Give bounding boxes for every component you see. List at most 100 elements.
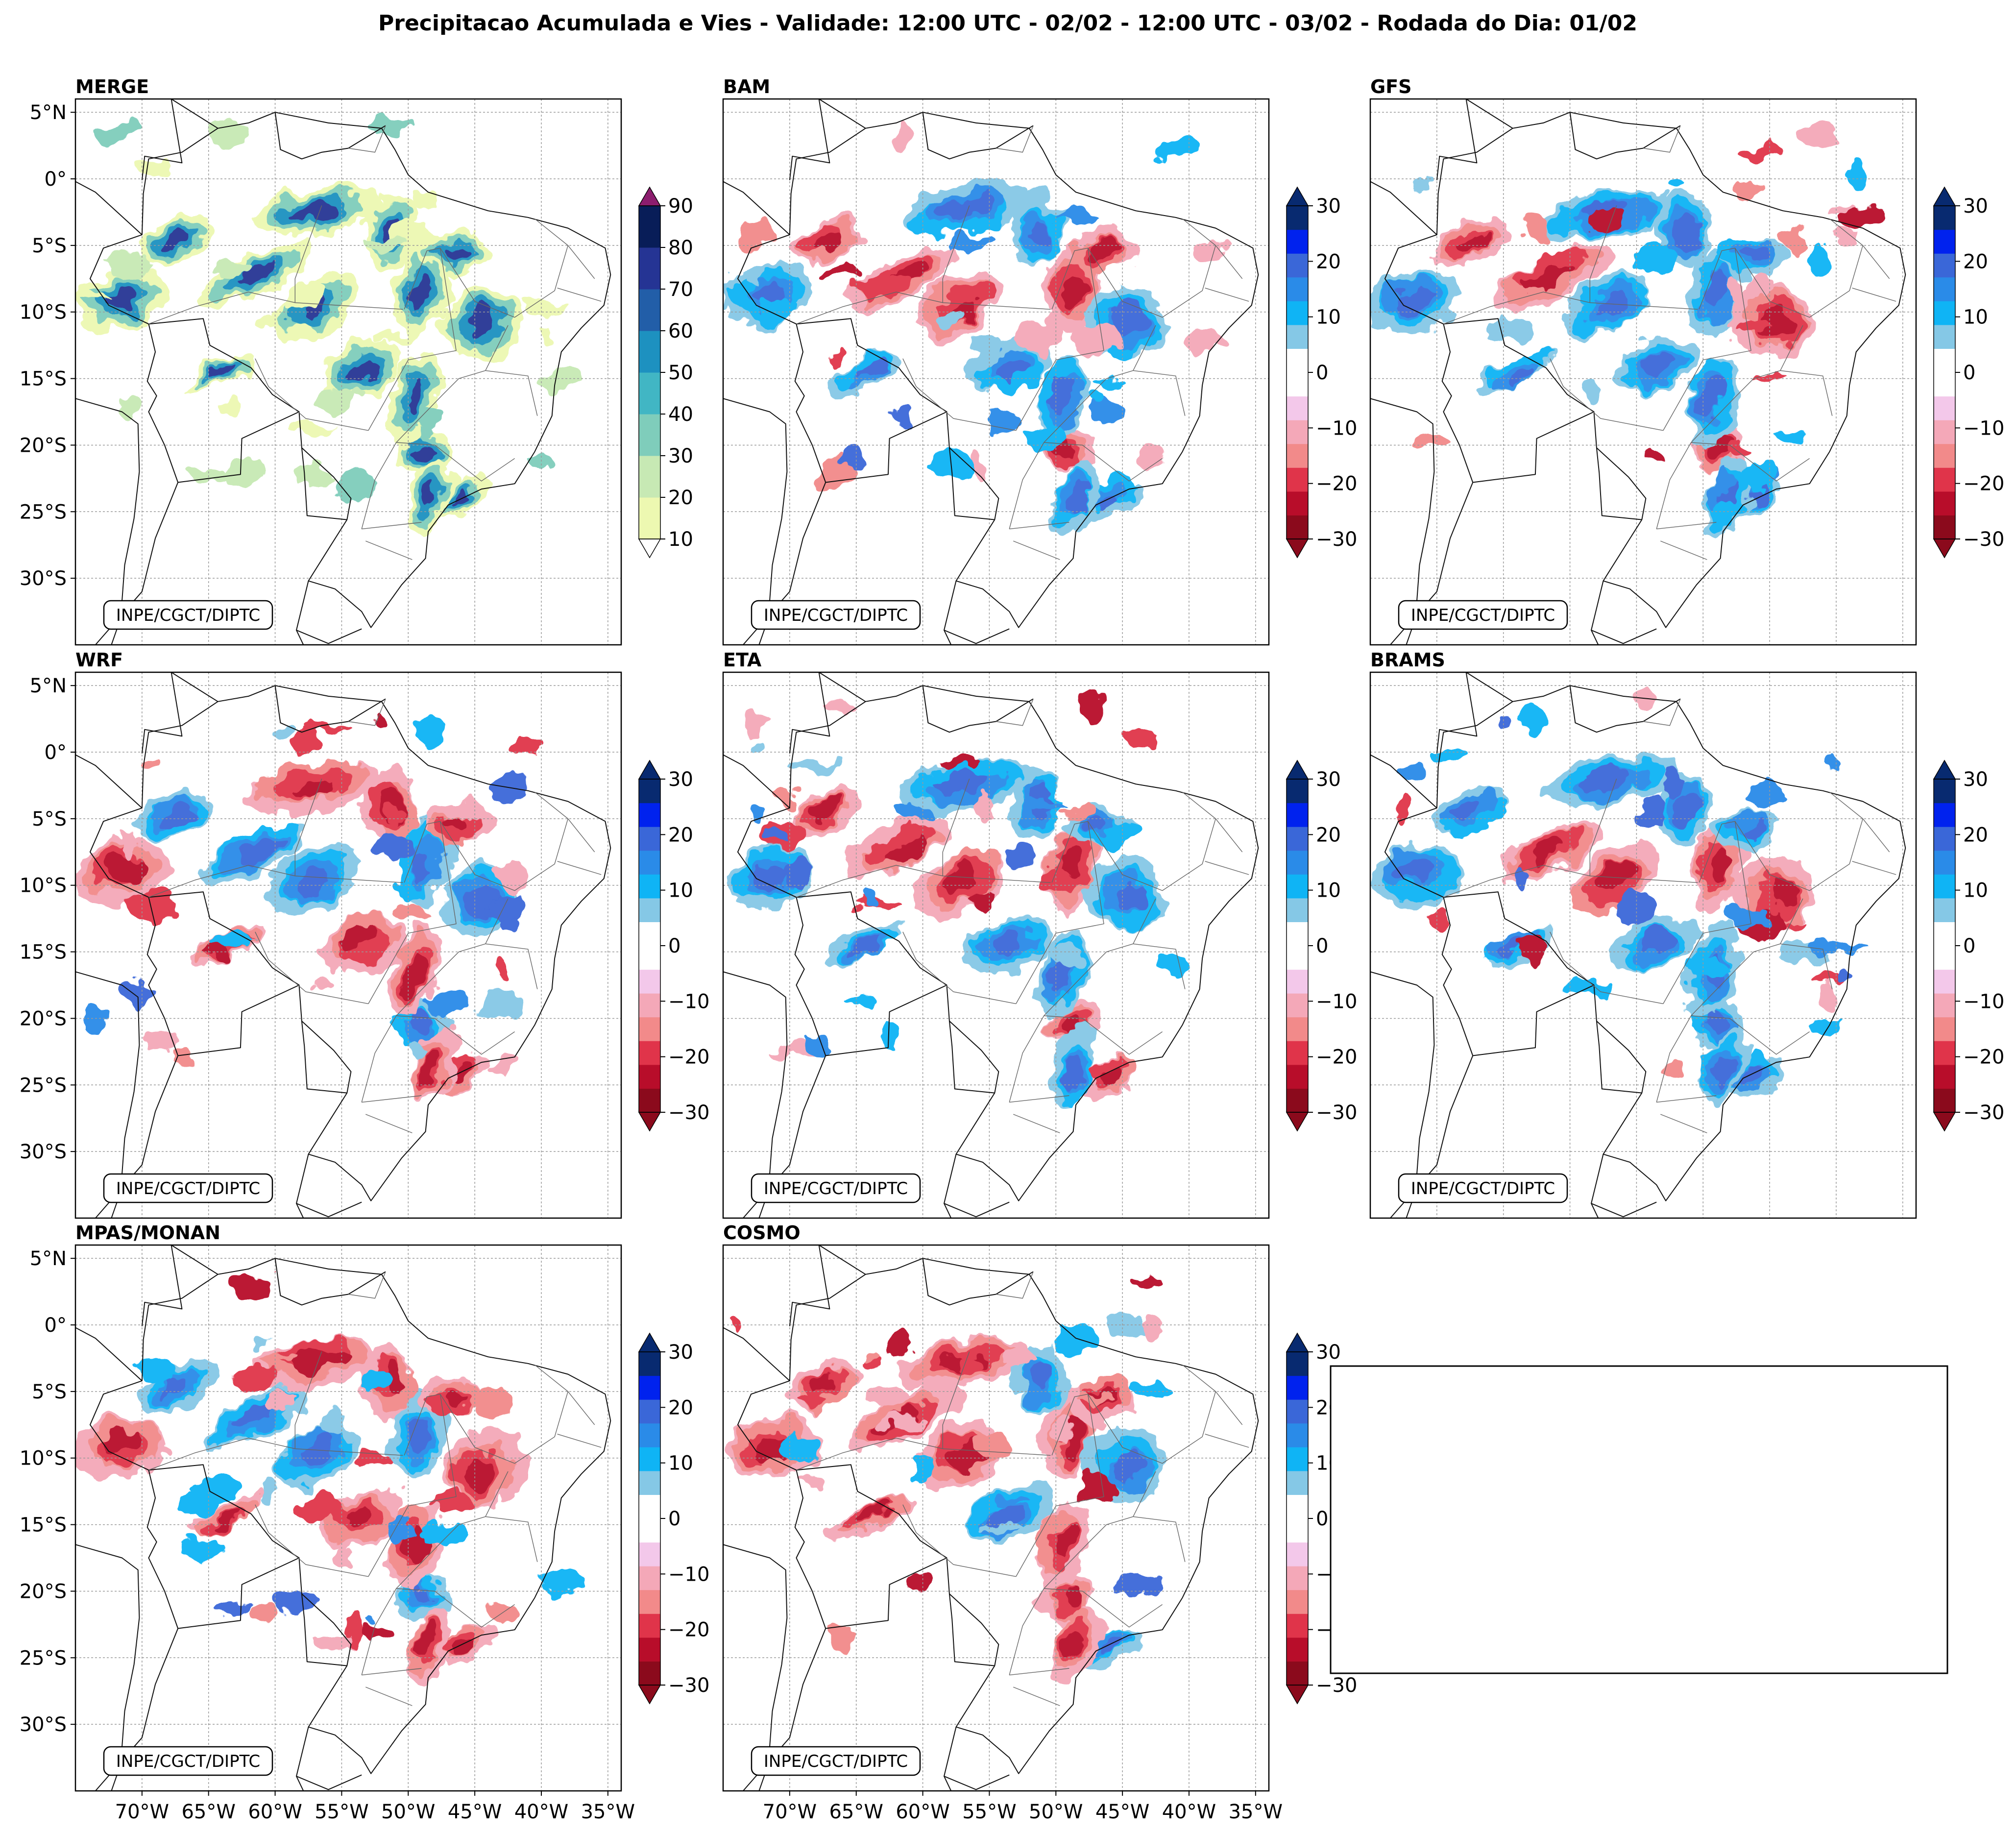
lat-tick-label: 20°S xyxy=(20,1580,67,1603)
colorbar-segment xyxy=(1287,779,1308,804)
speckle xyxy=(214,1602,251,1615)
colorbar-tick-label: −30 xyxy=(1316,1101,1357,1124)
colorbar-extend-min xyxy=(638,538,661,559)
bias-blob xyxy=(106,855,146,883)
colorbar-segment xyxy=(1934,1064,1955,1089)
bias-blob xyxy=(1703,272,1725,307)
colorbar-segment xyxy=(639,331,660,373)
bias-blob xyxy=(462,885,496,916)
colorbar-segment xyxy=(1287,946,1308,970)
lon-tick-label: 70°W xyxy=(115,1801,169,1823)
precip-field xyxy=(1370,124,1884,538)
colorbar-segment xyxy=(639,1017,660,1041)
lon-tick-label: 35°W xyxy=(1229,1801,1283,1823)
speckle xyxy=(840,447,868,473)
speckle xyxy=(506,912,519,933)
speckle xyxy=(1582,382,1604,401)
colorbar-segment xyxy=(1934,779,1955,804)
bias-blob xyxy=(1460,233,1490,251)
colorbar-tick-label: 30 xyxy=(1316,1341,1341,1364)
speckle xyxy=(134,160,170,176)
map-content xyxy=(75,99,621,645)
map-frame xyxy=(722,671,1270,1219)
speckle xyxy=(1846,161,1867,191)
colorbar-segment xyxy=(1287,420,1308,444)
map-frame xyxy=(1369,98,1917,646)
colorbar-segment xyxy=(1287,874,1308,899)
colorbar-segment xyxy=(1287,1041,1308,1065)
colorbar-tick-label: 30 xyxy=(1316,195,1341,218)
panel-title: MERGE xyxy=(75,76,149,98)
state-borders xyxy=(148,125,602,560)
colorbar-segment xyxy=(1934,803,1955,827)
speckle xyxy=(764,829,789,846)
speckle xyxy=(1520,705,1546,734)
lat-tick-label: 5°N xyxy=(30,101,67,124)
figure-title: Precipitacao Acumulada e Vies - Validade… xyxy=(378,11,1637,36)
colorbar-tick-label: 10 xyxy=(668,1452,693,1475)
lon-tick-label: 45°W xyxy=(1095,1801,1149,1823)
speckle xyxy=(1402,763,1432,778)
bias-blob xyxy=(453,1638,475,1655)
speckle xyxy=(1663,769,1684,798)
colorbar-extend-min xyxy=(638,1112,661,1132)
colorbar-segment xyxy=(639,850,660,875)
speckle xyxy=(1134,1274,1167,1286)
bias-blob xyxy=(419,1050,441,1084)
speckle xyxy=(1763,138,1781,159)
merge-precip-blob xyxy=(412,276,431,308)
colorbar-segment xyxy=(1287,1017,1308,1041)
colorbar-segment xyxy=(639,1637,660,1662)
state-borders xyxy=(1443,125,1896,560)
credit-box xyxy=(103,1746,273,1776)
colorbar-segment xyxy=(1287,277,1308,301)
colorbar-tick-label: 30 xyxy=(668,445,693,467)
panel-title: COSMO xyxy=(723,1222,801,1244)
gridlines xyxy=(75,1245,621,1791)
speckle xyxy=(1752,273,1775,294)
speckle xyxy=(800,1038,834,1054)
state-borders xyxy=(796,699,1249,1133)
bias-blob xyxy=(1507,367,1536,383)
country-borders xyxy=(75,672,611,1218)
merge-precip-blob xyxy=(236,264,274,286)
bias-blob xyxy=(867,825,935,864)
speckle xyxy=(1117,1576,1163,1596)
credit-box xyxy=(751,1746,921,1776)
colorbar: −30 −20 −10 0 10 20 30 xyxy=(638,1332,709,1705)
colorbar-segment xyxy=(639,1352,660,1376)
bias-blob xyxy=(1085,816,1111,832)
speckle xyxy=(320,1413,345,1440)
colorbar-tick-label: −20 xyxy=(1316,473,1357,495)
colorbar-segment xyxy=(639,803,660,827)
colorbar-segment xyxy=(1287,396,1308,420)
colorbar-segment xyxy=(1287,922,1308,946)
speckle xyxy=(345,1616,362,1645)
colorbar-segment xyxy=(1287,1589,1308,1614)
colorbar-segment xyxy=(1287,969,1308,994)
speckle xyxy=(777,1435,817,1462)
bias-blob xyxy=(943,866,977,894)
speckle xyxy=(1747,781,1786,809)
bias-blob xyxy=(989,1506,1022,1530)
speckle xyxy=(1106,1314,1140,1335)
colorbar-tick-label: −10 xyxy=(1316,990,1357,1013)
colorbar-segment xyxy=(1934,515,1955,539)
panel-cosmo: COSMO INPE/CGCT/DIPTC 70°W 65°W 60°W 55°W 50°W… xyxy=(722,1222,1357,1823)
credit-box xyxy=(751,600,921,630)
speckle xyxy=(749,742,769,755)
colorbar-segment xyxy=(639,946,660,970)
speckle xyxy=(376,833,418,860)
speckle xyxy=(386,804,399,822)
lon-tick-label: 65°W xyxy=(829,1801,883,1823)
colorbar-segment xyxy=(639,1088,660,1113)
speckle xyxy=(775,789,798,806)
speckle xyxy=(1120,725,1158,754)
bias-blob xyxy=(161,807,194,829)
colorbar-tick-label: 10 xyxy=(1316,306,1341,329)
speckle xyxy=(1081,690,1105,721)
lon-tick-label: 50°W xyxy=(1029,1801,1083,1823)
speckle xyxy=(1636,688,1654,711)
colorbar-extend-min xyxy=(1286,1112,1309,1132)
speckle xyxy=(257,311,282,334)
